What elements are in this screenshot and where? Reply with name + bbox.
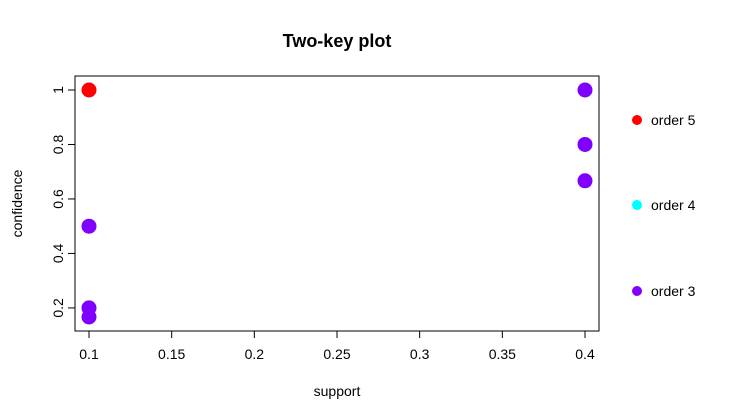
legend-label: order 3 <box>651 283 696 299</box>
legend-marker <box>632 200 642 210</box>
data-point <box>577 82 593 98</box>
y-axis-label: confidence <box>9 169 25 237</box>
chart-title: Two-key plot <box>283 31 392 51</box>
legend-label: order 4 <box>651 197 696 213</box>
data-point <box>81 218 97 234</box>
legend: order 5 order 4 order 3 <box>632 112 696 299</box>
x-tick-label: 0.35 <box>489 346 516 362</box>
x-tick-label: 0.4 <box>575 346 595 362</box>
data-point <box>81 82 97 98</box>
y-axis: 0.2 0.4 0.6 0.8 1 <box>50 86 76 318</box>
x-axis: 0.1 0.15 0.2 0.25 0.3 0.35 0.4 <box>79 330 595 362</box>
x-axis-label: support <box>314 383 361 399</box>
y-tick-label: 0.6 <box>50 189 66 209</box>
y-tick-label: 0.2 <box>50 298 66 318</box>
x-tick-label: 0.2 <box>245 346 265 362</box>
data-points <box>81 82 593 325</box>
x-tick-label: 0.1 <box>79 346 99 362</box>
y-tick-label: 1 <box>50 86 66 94</box>
legend-marker <box>632 115 642 125</box>
x-tick-label: 0.3 <box>410 346 430 362</box>
y-tick-label: 0.4 <box>50 244 66 264</box>
legend-label: order 5 <box>651 112 696 128</box>
y-tick-label: 0.8 <box>50 135 66 155</box>
x-tick-label: 0.15 <box>158 346 185 362</box>
plot-frame <box>74 75 600 332</box>
data-point <box>81 309 97 325</box>
data-point <box>577 136 593 152</box>
x-tick-label: 0.25 <box>323 346 350 362</box>
legend-marker <box>632 286 642 296</box>
data-point <box>577 173 593 189</box>
